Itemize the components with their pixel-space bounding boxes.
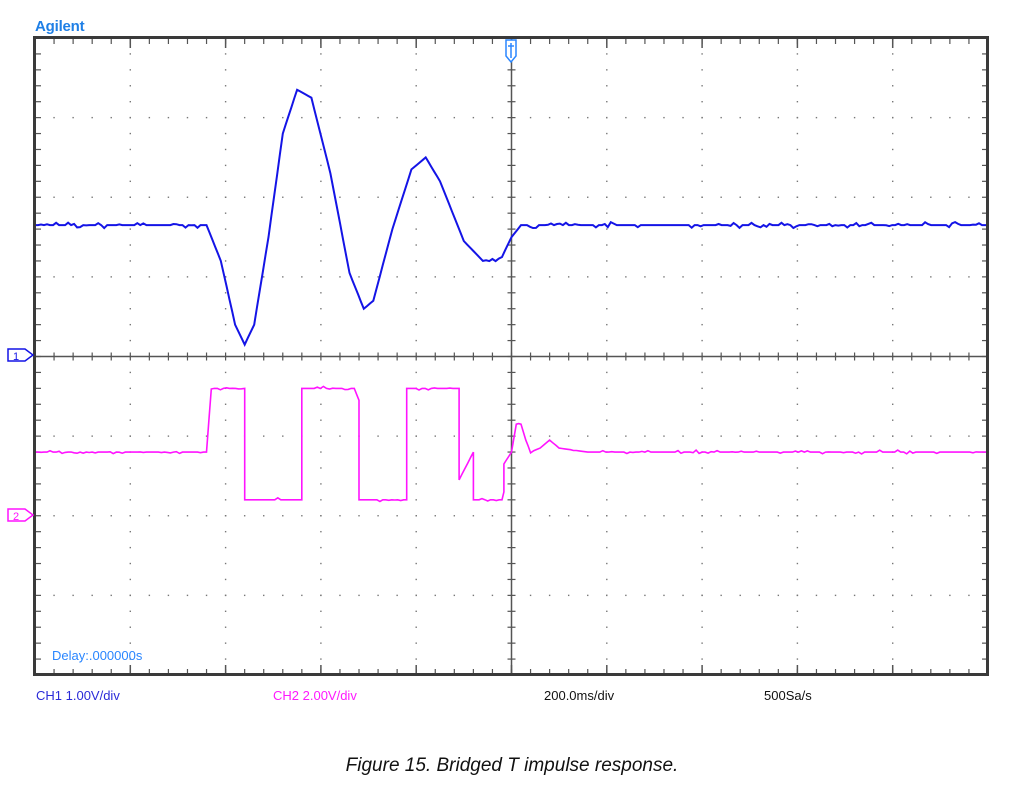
ch1-scale-readout: CH1 1.00V/div [36, 688, 120, 703]
ch2-waveform [35, 385, 988, 503]
ch2-scale-readout: CH2 2.00V/div [273, 688, 357, 703]
svg-text:2: 2 [13, 511, 19, 523]
svg-text:1: 1 [13, 351, 19, 363]
ch1-waveform [35, 88, 988, 347]
graticule [34, 37, 989, 676]
ch2-ground-marker-icon[interactable]: 2 [7, 508, 35, 523]
figure-caption: Figure 15. Bridged T impulse response. [345, 755, 679, 776]
timebase-readout: 200.0ms/div [544, 688, 615, 703]
delay-readout: Delay:.000000s [52, 648, 143, 663]
ch1-ground-marker-icon[interactable]: 1 [7, 348, 35, 363]
oscilloscope-display: 1 2 [7, 36, 989, 676]
trigger-marker-icon[interactable] [505, 39, 517, 64]
sample-rate-readout: 500Sa/s [764, 688, 812, 703]
screen-border [33, 36, 989, 676]
brand-logo: Agilent [35, 18, 85, 35]
